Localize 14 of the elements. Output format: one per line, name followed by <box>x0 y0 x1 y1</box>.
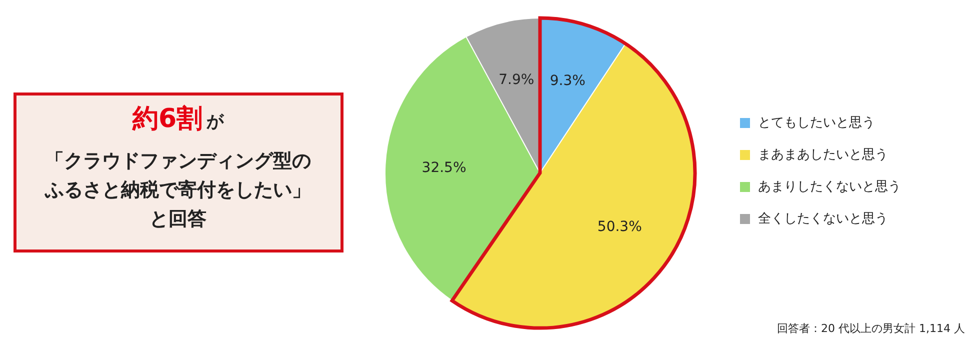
data-label: 9.3% <box>550 72 586 89</box>
text: が <box>206 112 225 132</box>
legend-label: まあまあしたいと思う <box>758 148 888 162</box>
legend-label: とてもしたいと思う <box>758 116 875 130</box>
text: と回答 <box>150 208 206 230</box>
text: 「クラウドファンディング型の <box>45 150 311 172</box>
data-label: 7.9% <box>498 72 534 88</box>
text: ふるさと納税で寄付をしたい」 <box>44 179 311 201</box>
legend-label: あまりしたくないと思う <box>758 180 901 194</box>
legend-label: 全くしたくないと思う <box>758 212 888 226</box>
text: 約6割 <box>131 104 203 134</box>
data-label: 32.5% <box>422 160 466 176</box>
data-label: 50.3% <box>597 218 642 235</box>
text: 回答者：20 代以上の男女計 1,114 人 <box>777 322 965 335</box>
